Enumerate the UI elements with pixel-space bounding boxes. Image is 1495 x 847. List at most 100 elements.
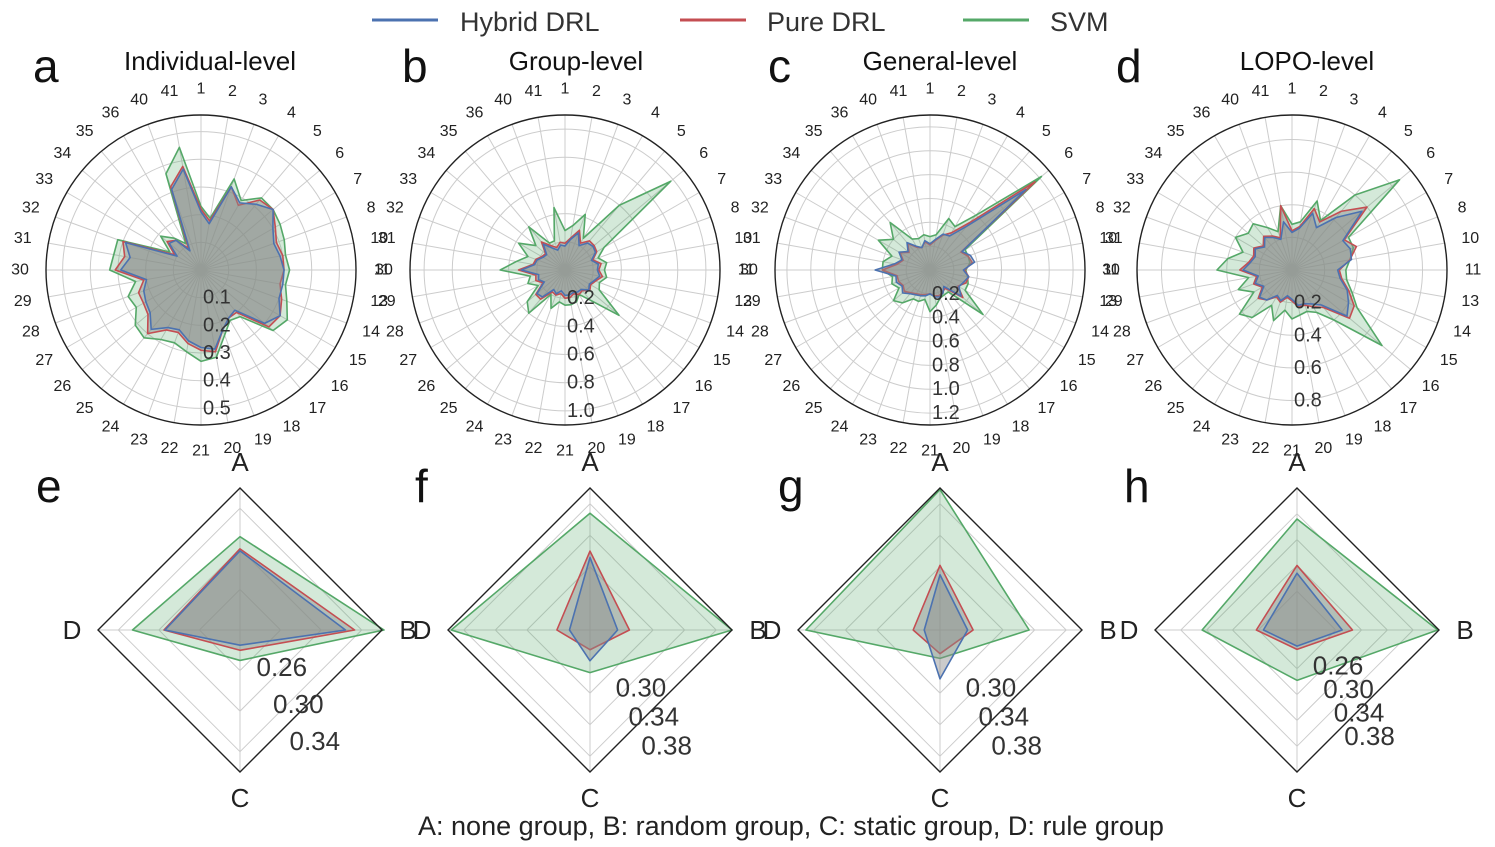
category-label-40: 40 xyxy=(859,91,877,108)
spoke-15 xyxy=(564,269,700,348)
category-label-20: 20 xyxy=(588,440,606,457)
category-label-5: 5 xyxy=(313,123,322,140)
category-label-19: 19 xyxy=(983,432,1001,449)
radial-tick-label: 0.1 xyxy=(203,287,231,309)
spoke-27 xyxy=(1157,269,1293,348)
category-label-30: 30 xyxy=(1102,262,1120,279)
spoke-26 xyxy=(810,269,931,371)
category-label-4: 4 xyxy=(287,105,296,122)
radial-tick-label: 1.0 xyxy=(932,378,960,400)
category-label-16: 16 xyxy=(331,378,349,395)
category-label-34: 34 xyxy=(1144,145,1162,162)
spoke-16 xyxy=(929,269,1050,371)
category-label-31: 31 xyxy=(743,230,761,247)
category-label-11: 11 xyxy=(374,262,391,279)
category-label-40: 40 xyxy=(494,91,512,108)
category-label-29: 29 xyxy=(1105,293,1123,310)
radial-tick-label: 0.26 xyxy=(257,652,308,682)
category-label-28: 28 xyxy=(1113,323,1131,340)
category-label-13: 13 xyxy=(1099,293,1117,310)
category-label-33: 33 xyxy=(399,171,417,188)
category-label-32: 32 xyxy=(1113,200,1131,217)
spoke-17 xyxy=(200,269,302,390)
series-pure-drl xyxy=(556,550,631,651)
radial-tick-label: 0.6 xyxy=(1294,357,1322,379)
category-label-23: 23 xyxy=(494,432,512,449)
category-label-10: 10 xyxy=(1099,230,1117,247)
category-label-15: 15 xyxy=(1078,352,1096,369)
spoke-26 xyxy=(81,269,202,371)
radial-tick-label: 0.38 xyxy=(641,730,692,760)
series-svm xyxy=(805,488,1030,660)
radial-tick-label: 0.8 xyxy=(932,354,960,376)
category-label-40: 40 xyxy=(130,91,148,108)
spoke-24 xyxy=(1214,269,1293,405)
spoke-8 xyxy=(1291,216,1438,271)
series-hybrid-drl xyxy=(1262,572,1343,647)
spoke-34 xyxy=(81,169,202,271)
category-label-18: 18 xyxy=(1374,418,1392,435)
category-label-23: 23 xyxy=(1221,432,1239,449)
spoke-32 xyxy=(784,216,931,271)
spoke-16 xyxy=(200,269,321,371)
category-label-21: 21 xyxy=(192,443,210,460)
radial-tick-label: 0.4 xyxy=(932,307,960,329)
spoke-8 xyxy=(929,216,1076,271)
category-label-18: 18 xyxy=(1012,418,1030,435)
radial-tick-label: 0.30 xyxy=(616,673,667,703)
spoke-14 xyxy=(564,269,711,324)
category-label-20: 20 xyxy=(1315,440,1333,457)
spoke-14 xyxy=(200,269,347,324)
category-label-2: 2 xyxy=(228,83,237,100)
spoke-7 xyxy=(1291,192,1427,271)
spoke-27 xyxy=(795,269,931,348)
spoke-14 xyxy=(929,269,1076,324)
category-label-c: C xyxy=(1288,783,1307,813)
category-label-d: D xyxy=(763,615,782,645)
category-label-6: 6 xyxy=(335,145,344,162)
category-label-26: 26 xyxy=(417,378,435,395)
spoke-33 xyxy=(1157,192,1293,271)
category-label-41: 41 xyxy=(525,83,543,100)
radial-tick-label: 0.4 xyxy=(567,315,595,337)
category-label-13: 13 xyxy=(1461,293,1479,310)
category-label-33: 33 xyxy=(764,171,782,188)
spoke-24 xyxy=(852,269,931,405)
spoke-41 xyxy=(902,117,931,271)
category-label-b: B xyxy=(1099,615,1116,645)
category-label-25: 25 xyxy=(805,400,823,417)
radar-frame xyxy=(409,114,721,426)
category-label-28: 28 xyxy=(751,323,769,340)
category-label-16: 16 xyxy=(1422,378,1440,395)
category-label-16: 16 xyxy=(1060,378,1078,395)
category-label-a: A xyxy=(231,447,249,477)
panel-h-group-comparison: h A B C D 0.260.300.340.38 xyxy=(1120,447,1474,813)
spoke-18 xyxy=(200,269,279,405)
category-label-7: 7 xyxy=(353,171,362,188)
spoke-25 xyxy=(464,269,566,390)
panel-g-group-comparison: g A B C D 0.300.340.38 xyxy=(763,447,1117,813)
category-label-15: 15 xyxy=(713,352,731,369)
category-label-4: 4 xyxy=(651,105,660,122)
category-label-35: 35 xyxy=(805,123,823,140)
radar-grid xyxy=(46,115,356,425)
category-label-2: 2 xyxy=(1319,83,1328,100)
category-label-2: 2 xyxy=(592,83,601,100)
category-label-24: 24 xyxy=(831,418,849,435)
category-label-22: 22 xyxy=(161,440,179,457)
spoke-29 xyxy=(777,269,931,298)
spoke-35 xyxy=(100,150,202,271)
category-label-16: 16 xyxy=(695,378,713,395)
category-label-4: 4 xyxy=(1016,105,1025,122)
spoke-24 xyxy=(123,269,202,405)
panel-title-a: Individual-level xyxy=(124,46,296,76)
category-label-36: 36 xyxy=(1193,105,1211,122)
category-label-24: 24 xyxy=(102,418,120,435)
spoke-34 xyxy=(1172,169,1293,271)
category-label-18: 18 xyxy=(283,418,301,435)
spoke-28 xyxy=(1146,269,1293,324)
legend: Hybrid DRL Pure DRL SVM xyxy=(372,7,1109,37)
radial-tick-label: 0.38 xyxy=(1344,721,1395,751)
category-label-17: 17 xyxy=(672,400,690,417)
